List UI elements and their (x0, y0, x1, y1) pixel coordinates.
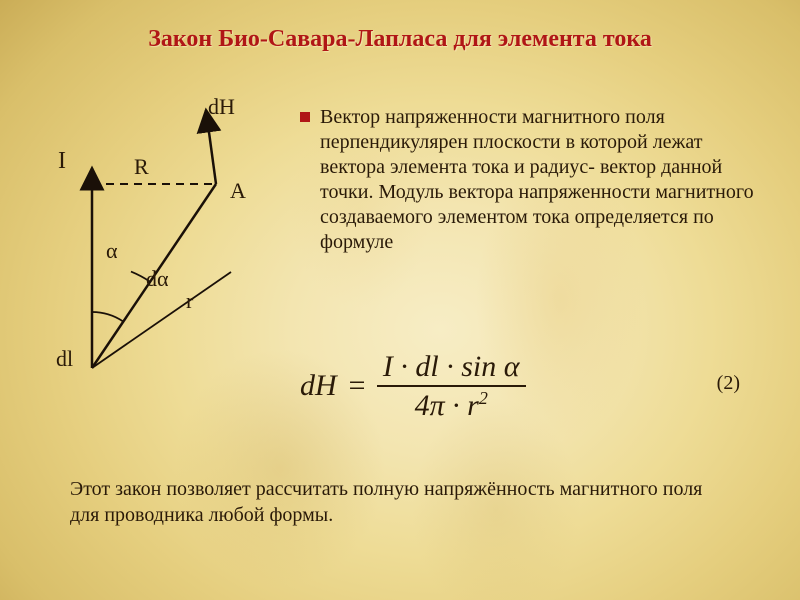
main-paragraph: Вектор напряженности магнитного поля пер… (320, 105, 760, 255)
label-dl: dl (56, 346, 73, 372)
formula-lhs: dH (300, 369, 337, 403)
den-prefix: 4π · r (415, 389, 479, 422)
bottom-note: Этот закон позволяет рассчитать полную н… (70, 476, 730, 528)
den-exponent: 2 (479, 388, 488, 408)
vector-diagram: dH I R A α dα r dl (30, 88, 290, 388)
label-R: R (134, 154, 149, 180)
slide: Закон Био-Савара-Лапласа для элемента то… (0, 0, 800, 600)
label-A: A (230, 178, 246, 204)
label-alpha: α (106, 238, 118, 264)
label-dH: dH (208, 94, 235, 120)
formula-denominator: 4π · r2 (377, 387, 526, 422)
formula-numerator: I · dl · sin α (377, 350, 526, 385)
label-I: I (58, 148, 66, 175)
formula-fraction: I · dl · sin α 4π · r2 (377, 350, 526, 422)
equals-sign: = (347, 369, 367, 403)
slide-title: Закон Био-Савара-Лапласа для элемента то… (0, 0, 800, 53)
diagram-svg (30, 88, 290, 388)
formula: dH = I · dl · sin α 4π · r2 (2) (300, 350, 760, 430)
label-dalpha: dα (146, 266, 169, 292)
equation-number: (2) (717, 372, 740, 395)
label-r: r (186, 288, 193, 314)
bullet-icon (300, 112, 310, 122)
